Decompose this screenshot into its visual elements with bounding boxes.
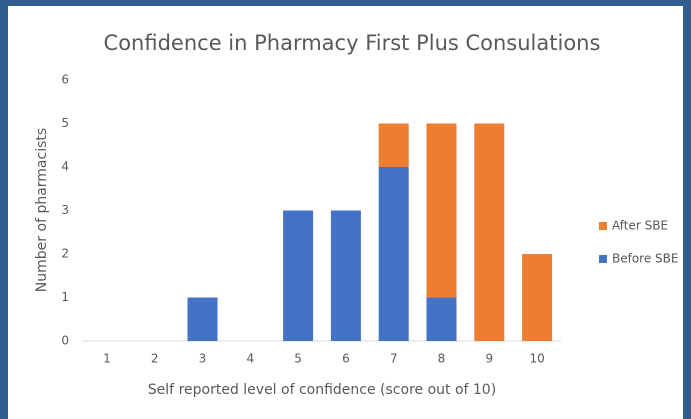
- x-tick-label: 1: [103, 352, 111, 366]
- x-tick-label: 7: [390, 352, 398, 366]
- y-tick-label: 0: [61, 334, 69, 348]
- x-tick-label: 3: [199, 352, 207, 366]
- bar-segment: [426, 123, 457, 298]
- x-tick-label: 6: [342, 352, 350, 366]
- bar-segment: [330, 210, 361, 341]
- bar-segment: [522, 254, 553, 341]
- y-tick-label: 3: [61, 203, 69, 217]
- bar-segment: [474, 123, 505, 341]
- x-tick-label: 10: [529, 352, 544, 366]
- y-axis-title: Number of pharmacists: [34, 128, 50, 292]
- bar-segment: [187, 297, 218, 341]
- y-tick-label: 1: [61, 290, 69, 304]
- x-tick-label: 2: [151, 352, 159, 366]
- bar-segment: [283, 210, 314, 341]
- x-tick-label: 9: [485, 352, 493, 366]
- y-tick-label: 5: [61, 116, 69, 130]
- legend-label: After SBE: [612, 219, 668, 233]
- y-tick-label: 2: [61, 247, 69, 261]
- legend-swatch: [599, 222, 607, 230]
- bar-segment: [378, 123, 409, 167]
- x-axis-title: Self reported level of confidence (score…: [148, 382, 496, 398]
- bar-segment: [378, 167, 409, 341]
- chart-title: Confidence in Pharmacy First Plus Consul…: [104, 31, 601, 55]
- x-tick-label: 4: [246, 352, 254, 366]
- y-tick-label: 4: [61, 160, 69, 174]
- x-tick-label: 5: [294, 352, 302, 366]
- bar-segment: [426, 297, 457, 341]
- y-tick-label: 6: [61, 73, 69, 87]
- legend-label: Before SBE: [612, 252, 678, 266]
- legend-swatch: [599, 255, 607, 263]
- x-tick-label: 8: [438, 352, 446, 366]
